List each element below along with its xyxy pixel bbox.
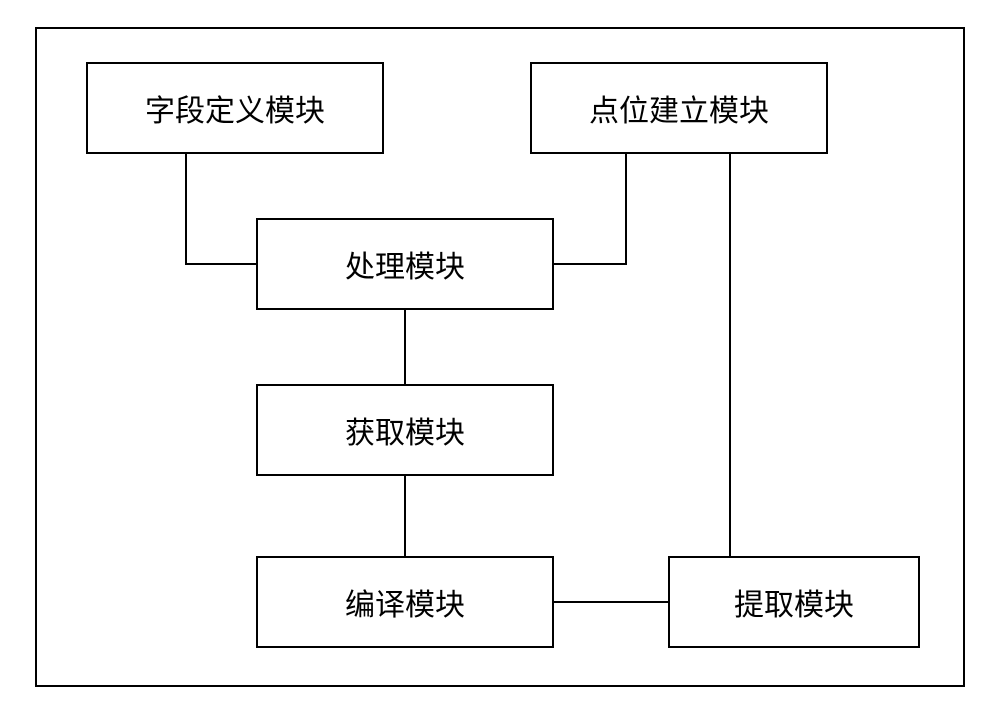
node-label: 提取模块 xyxy=(734,580,854,624)
node-point-build: 点位建立模块 xyxy=(530,62,828,154)
diagram-canvas: 字段定义模块 点位建立模块 处理模块 获取模块 编译模块 提取模块 xyxy=(0,0,1000,723)
node-label: 处理模块 xyxy=(345,242,465,286)
node-label: 点位建立模块 xyxy=(589,86,769,130)
node-label: 编译模块 xyxy=(345,580,465,624)
node-compile: 编译模块 xyxy=(256,556,554,648)
node-process: 处理模块 xyxy=(256,218,554,310)
node-acquire: 获取模块 xyxy=(256,384,554,476)
node-field-definition: 字段定义模块 xyxy=(86,62,384,154)
node-extract: 提取模块 xyxy=(668,556,920,648)
node-label: 获取模块 xyxy=(345,408,465,452)
node-label: 字段定义模块 xyxy=(145,86,325,130)
